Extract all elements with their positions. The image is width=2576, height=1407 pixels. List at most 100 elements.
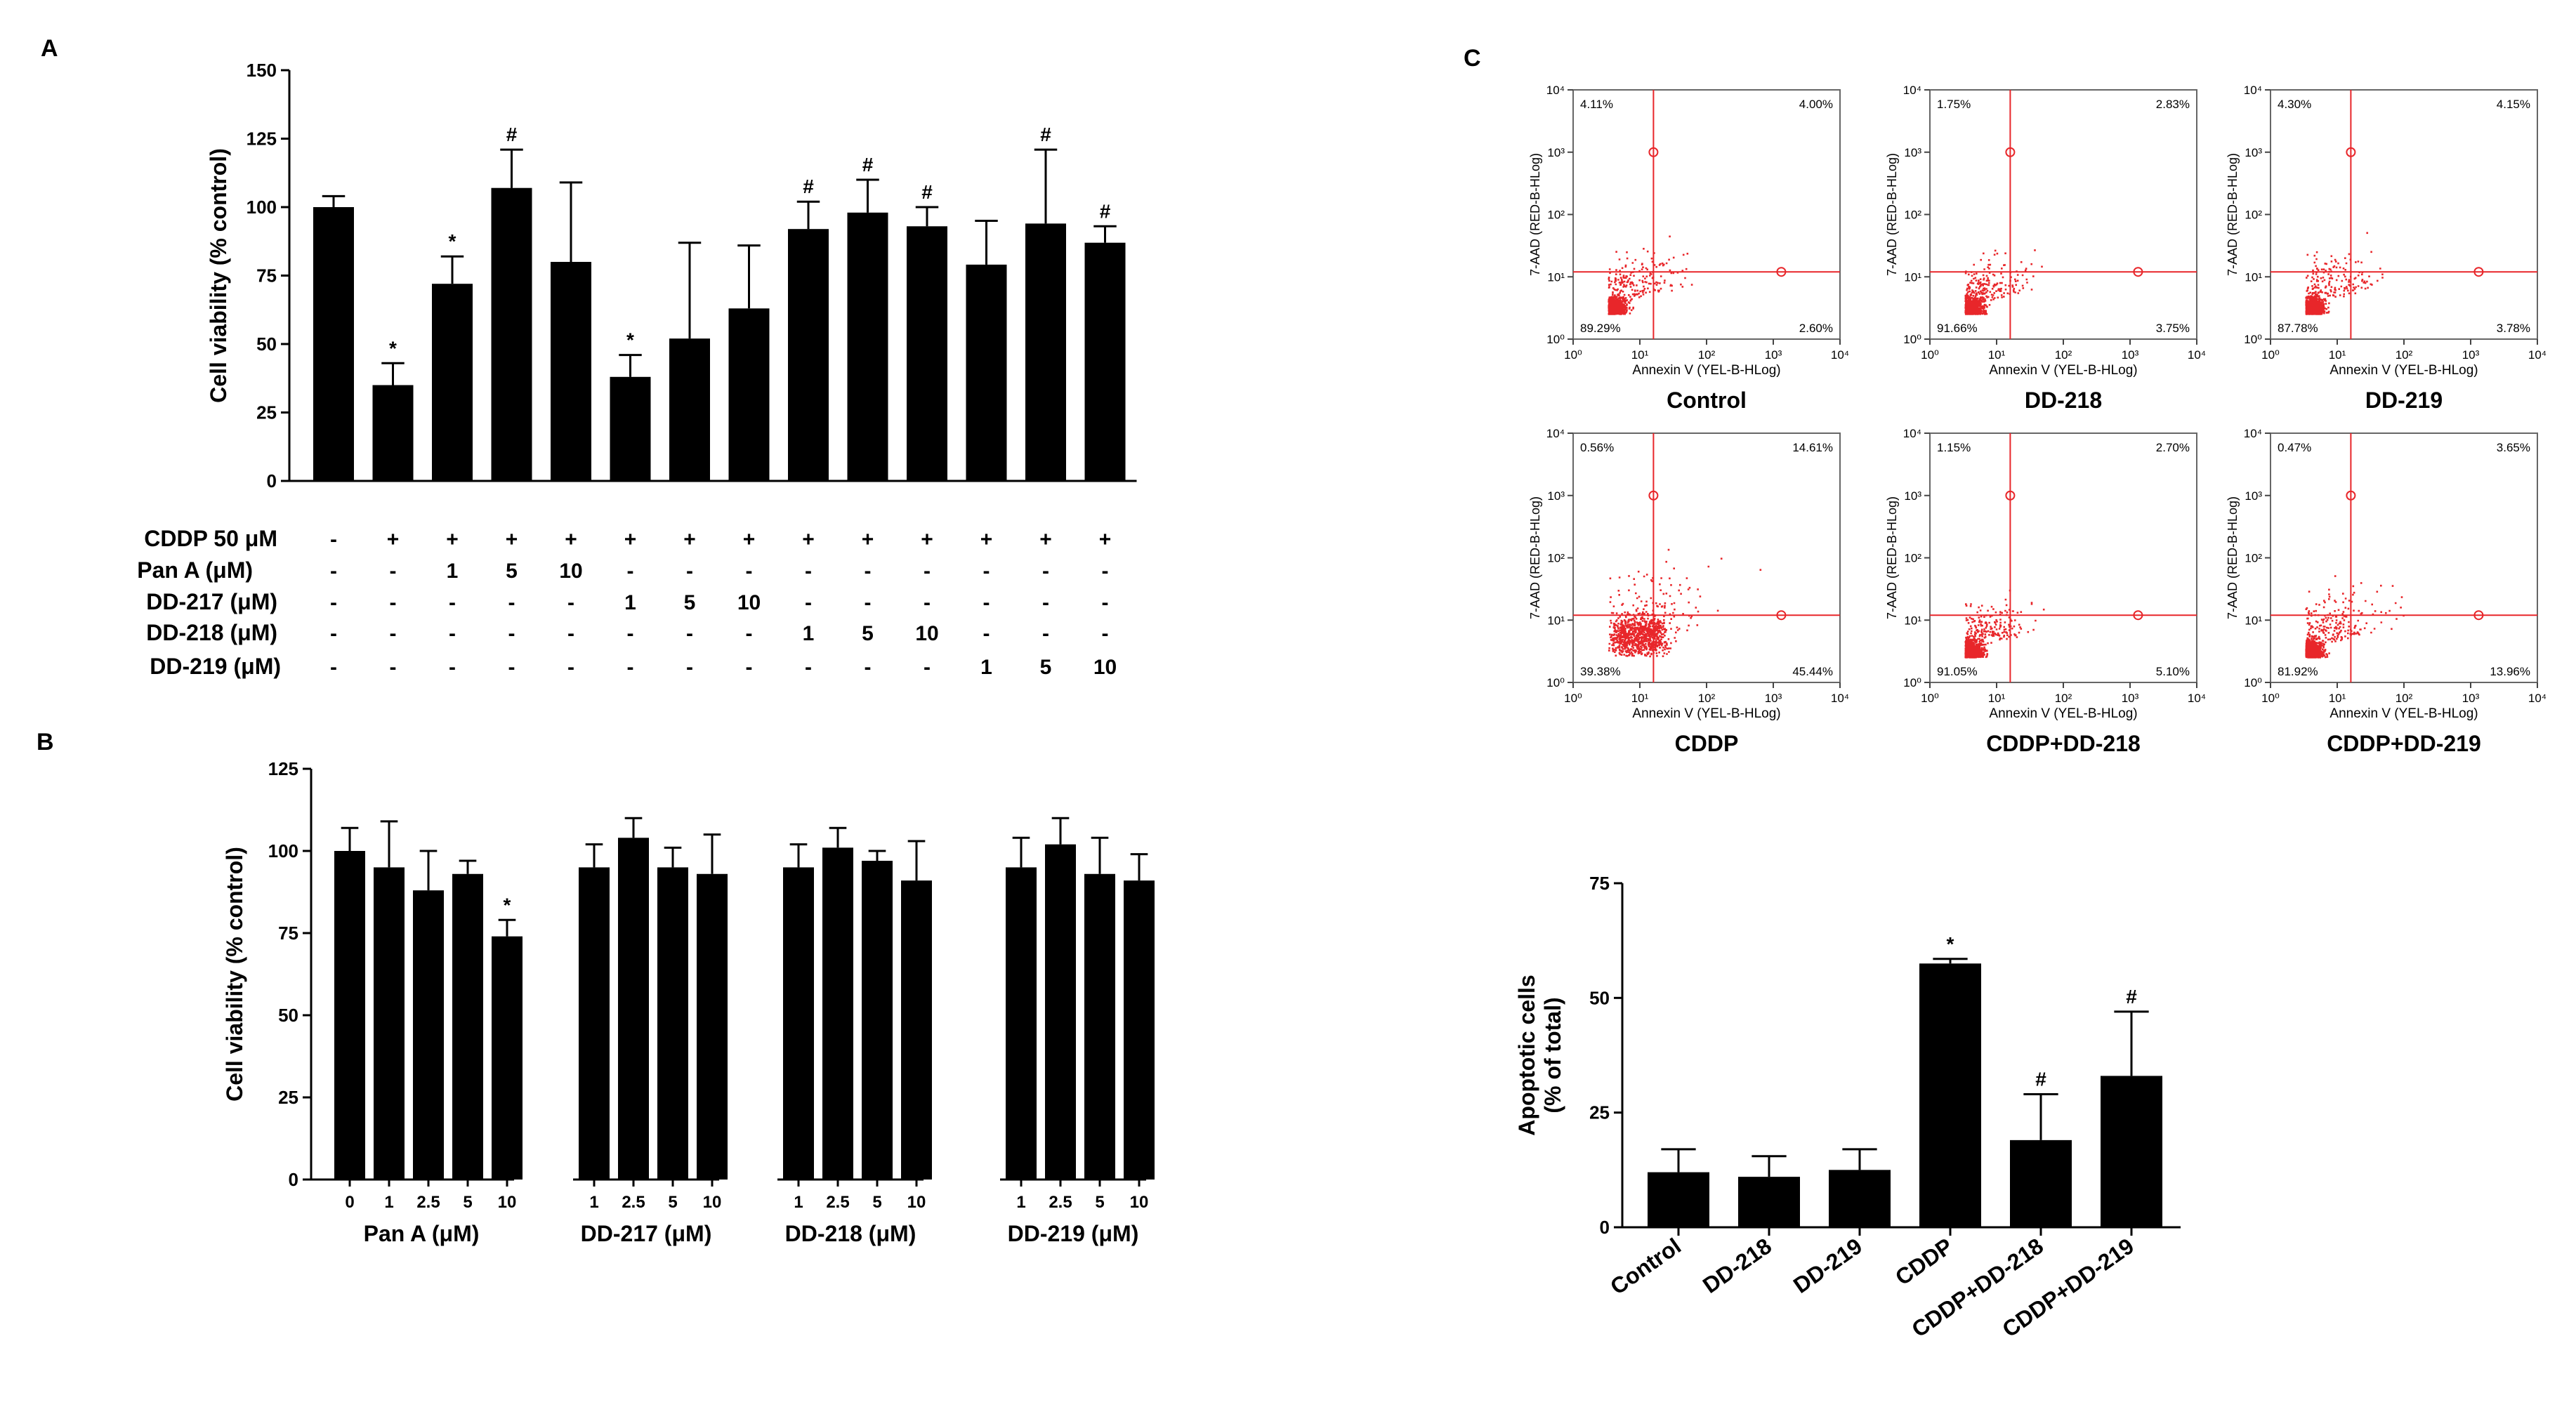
a-bar <box>728 308 770 481</box>
a-condition-cell: - <box>330 560 337 583</box>
b-y-axis-label: Cell viability (% control) <box>222 847 247 1102</box>
a-y-tick-label: 50 <box>256 333 277 355</box>
flow-x-tick-label: 10¹ <box>1631 348 1649 362</box>
a-condition-cell: - <box>1042 622 1049 645</box>
a-significance-mark: # <box>506 124 518 145</box>
a-condition-cell: - <box>508 591 515 614</box>
flow-quadrant-lr: 45.44% <box>1792 665 1833 678</box>
flow-plot-cddp-dd-219: 10⁰ 10⁰ 10¹ 10¹ 10² 10² 10³ 10³ 10⁴ 10⁴ Annexin V … <box>2226 427 2547 756</box>
a-y-tick-label: 150 <box>247 60 277 81</box>
flow-x-tick-label: 10² <box>1698 692 1716 705</box>
b-bar <box>374 867 405 1180</box>
b-bar <box>492 936 523 1180</box>
b-group-label: Pan A (μM) <box>364 1221 480 1246</box>
flow-quadrant-ur: 4.00% <box>1799 98 1833 111</box>
flow-x-tick-label: 10⁴ <box>1831 692 1849 705</box>
b-bar <box>1084 873 1115 1180</box>
b-bar <box>697 873 728 1180</box>
a-condition-cell: - <box>567 591 574 614</box>
flow-x-tick-label: 10⁴ <box>2528 692 2547 705</box>
flow-y-tick-label: 10⁰ <box>2244 333 2262 346</box>
a-condition-cell: 1 <box>624 591 636 614</box>
a-significance-mark: * <box>626 329 634 351</box>
a-condition-cell: - <box>449 656 456 679</box>
flow-y-tick-label: 10⁴ <box>1546 427 1565 440</box>
a-y-tick-label: 125 <box>247 128 277 150</box>
a-condition-cell: - <box>508 622 515 645</box>
flow-y-tick-label: 10⁴ <box>1903 84 1921 97</box>
flow-plot-control: 10⁰ 10⁰ 10¹ 10¹ 10² 10² 10³ 10³ 10⁴ 10⁴ Annexin V … <box>1528 84 1849 413</box>
b-bar <box>1124 880 1155 1180</box>
b-bar <box>901 880 932 1180</box>
a-condition-cell: 5 <box>862 622 874 645</box>
a-condition-cell: - <box>567 656 574 679</box>
a-bar <box>551 262 591 481</box>
flow-x-tick-label: 10⁰ <box>1921 348 1939 362</box>
flow-x-axis-label: Annexin V (YEL-B-HLog) <box>1989 706 2137 721</box>
a-significance-mark: # <box>862 154 874 176</box>
flow-quadrant-ur: 14.61% <box>1792 441 1833 454</box>
b-x-tick-label: 10 <box>703 1193 722 1212</box>
flow-plot-title: CDDP+DD-218 <box>1986 731 2141 756</box>
a-y-tick-label: 100 <box>247 197 277 218</box>
a-condition-cell: - <box>686 656 693 679</box>
a-condition-cell: - <box>1102 591 1109 614</box>
b-x-tick-label: 1 <box>794 1193 803 1212</box>
flow-quadrant-ll: 81.92% <box>2278 665 2318 678</box>
c-y-tick-label: 25 <box>1589 1102 1610 1123</box>
a-condition-cell: - <box>924 656 931 679</box>
a-condition-cell: - <box>508 656 515 679</box>
flow-x-tick-label: 10⁰ <box>1564 348 1582 362</box>
b-x-tick-label: 1 <box>1016 1193 1025 1212</box>
flow-x-axis-label: Annexin V (YEL-B-HLog) <box>2329 363 2478 378</box>
flow-quadrant-ur: 2.70% <box>2156 441 2190 454</box>
chart-c-flow-cytometry: 10⁰ 10⁰ 10¹ 10¹ 10² 10² 10³ 10³ 10⁴ 10⁴ Annexin V … <box>1528 84 2547 756</box>
flow-y-tick-label: 10³ <box>1547 489 1565 503</box>
flow-y-tick-label: 10² <box>1904 552 1921 565</box>
b-x-tick-label: 10 <box>907 1193 926 1212</box>
flow-x-tick-label: 10³ <box>2122 692 2139 705</box>
flow-plot-cddp: 10⁰ 10⁰ 10¹ 10¹ 10² 10² 10³ 10³ 10⁴ 10⁴ Annexin V … <box>1528 427 1849 756</box>
a-condition-cell: 1 <box>803 622 815 645</box>
a-condition-cell: + <box>624 528 637 551</box>
flow-y-tick-label: 10⁴ <box>1546 84 1565 97</box>
flow-x-tick-label: 10⁴ <box>2188 348 2206 362</box>
a-condition-cell: + <box>862 528 874 551</box>
flow-y-tick-label: 10⁰ <box>1903 676 1921 689</box>
a-condition-cell: - <box>1042 560 1049 583</box>
flow-y-tick-label: 10² <box>1547 209 1565 222</box>
a-bar <box>788 229 829 481</box>
a-bar <box>1084 242 1126 481</box>
flow-x-tick-label: 10⁰ <box>2261 348 2280 362</box>
b-x-tick-label: 5 <box>1095 1193 1104 1212</box>
b-x-tick-label: 5 <box>668 1193 677 1212</box>
flow-y-tick-label: 10³ <box>1904 146 1921 159</box>
a-condition-cell: 10 <box>915 622 938 645</box>
flow-x-tick-label: 10¹ <box>1631 692 1649 705</box>
b-x-tick-label: 5 <box>872 1193 881 1212</box>
a-bar <box>610 376 651 481</box>
flow-events <box>2305 575 2405 659</box>
a-bar <box>907 226 947 481</box>
b-x-tick-label: 5 <box>463 1193 472 1212</box>
flow-x-axis-label: Annexin V (YEL-B-HLog) <box>1632 363 1780 378</box>
flow-y-tick-label: 10⁰ <box>2244 676 2262 689</box>
c-bar <box>2101 1076 2162 1227</box>
b-bar <box>1006 867 1037 1180</box>
b-y-tick-label: 50 <box>278 1005 298 1026</box>
b-group-label: DD-218 (μM) <box>785 1221 916 1246</box>
flow-x-tick-label: 10² <box>2055 692 2072 705</box>
a-y-tick-label: 0 <box>267 470 277 491</box>
flow-quadrant-lr: 5.10% <box>2156 665 2190 678</box>
c-y-tick-label: 75 <box>1589 873 1610 894</box>
b-bar <box>657 867 688 1180</box>
a-bar <box>1025 223 1066 481</box>
b-x-tick-label: 2.5 <box>622 1193 645 1212</box>
b-x-tick-label: 10 <box>498 1193 517 1212</box>
b-bar <box>1045 844 1076 1180</box>
a-condition-cell: + <box>565 528 577 551</box>
a-condition-cell: + <box>743 528 756 551</box>
flow-quadrant-lr: 3.78% <box>2497 322 2530 335</box>
b-bar <box>822 847 853 1180</box>
